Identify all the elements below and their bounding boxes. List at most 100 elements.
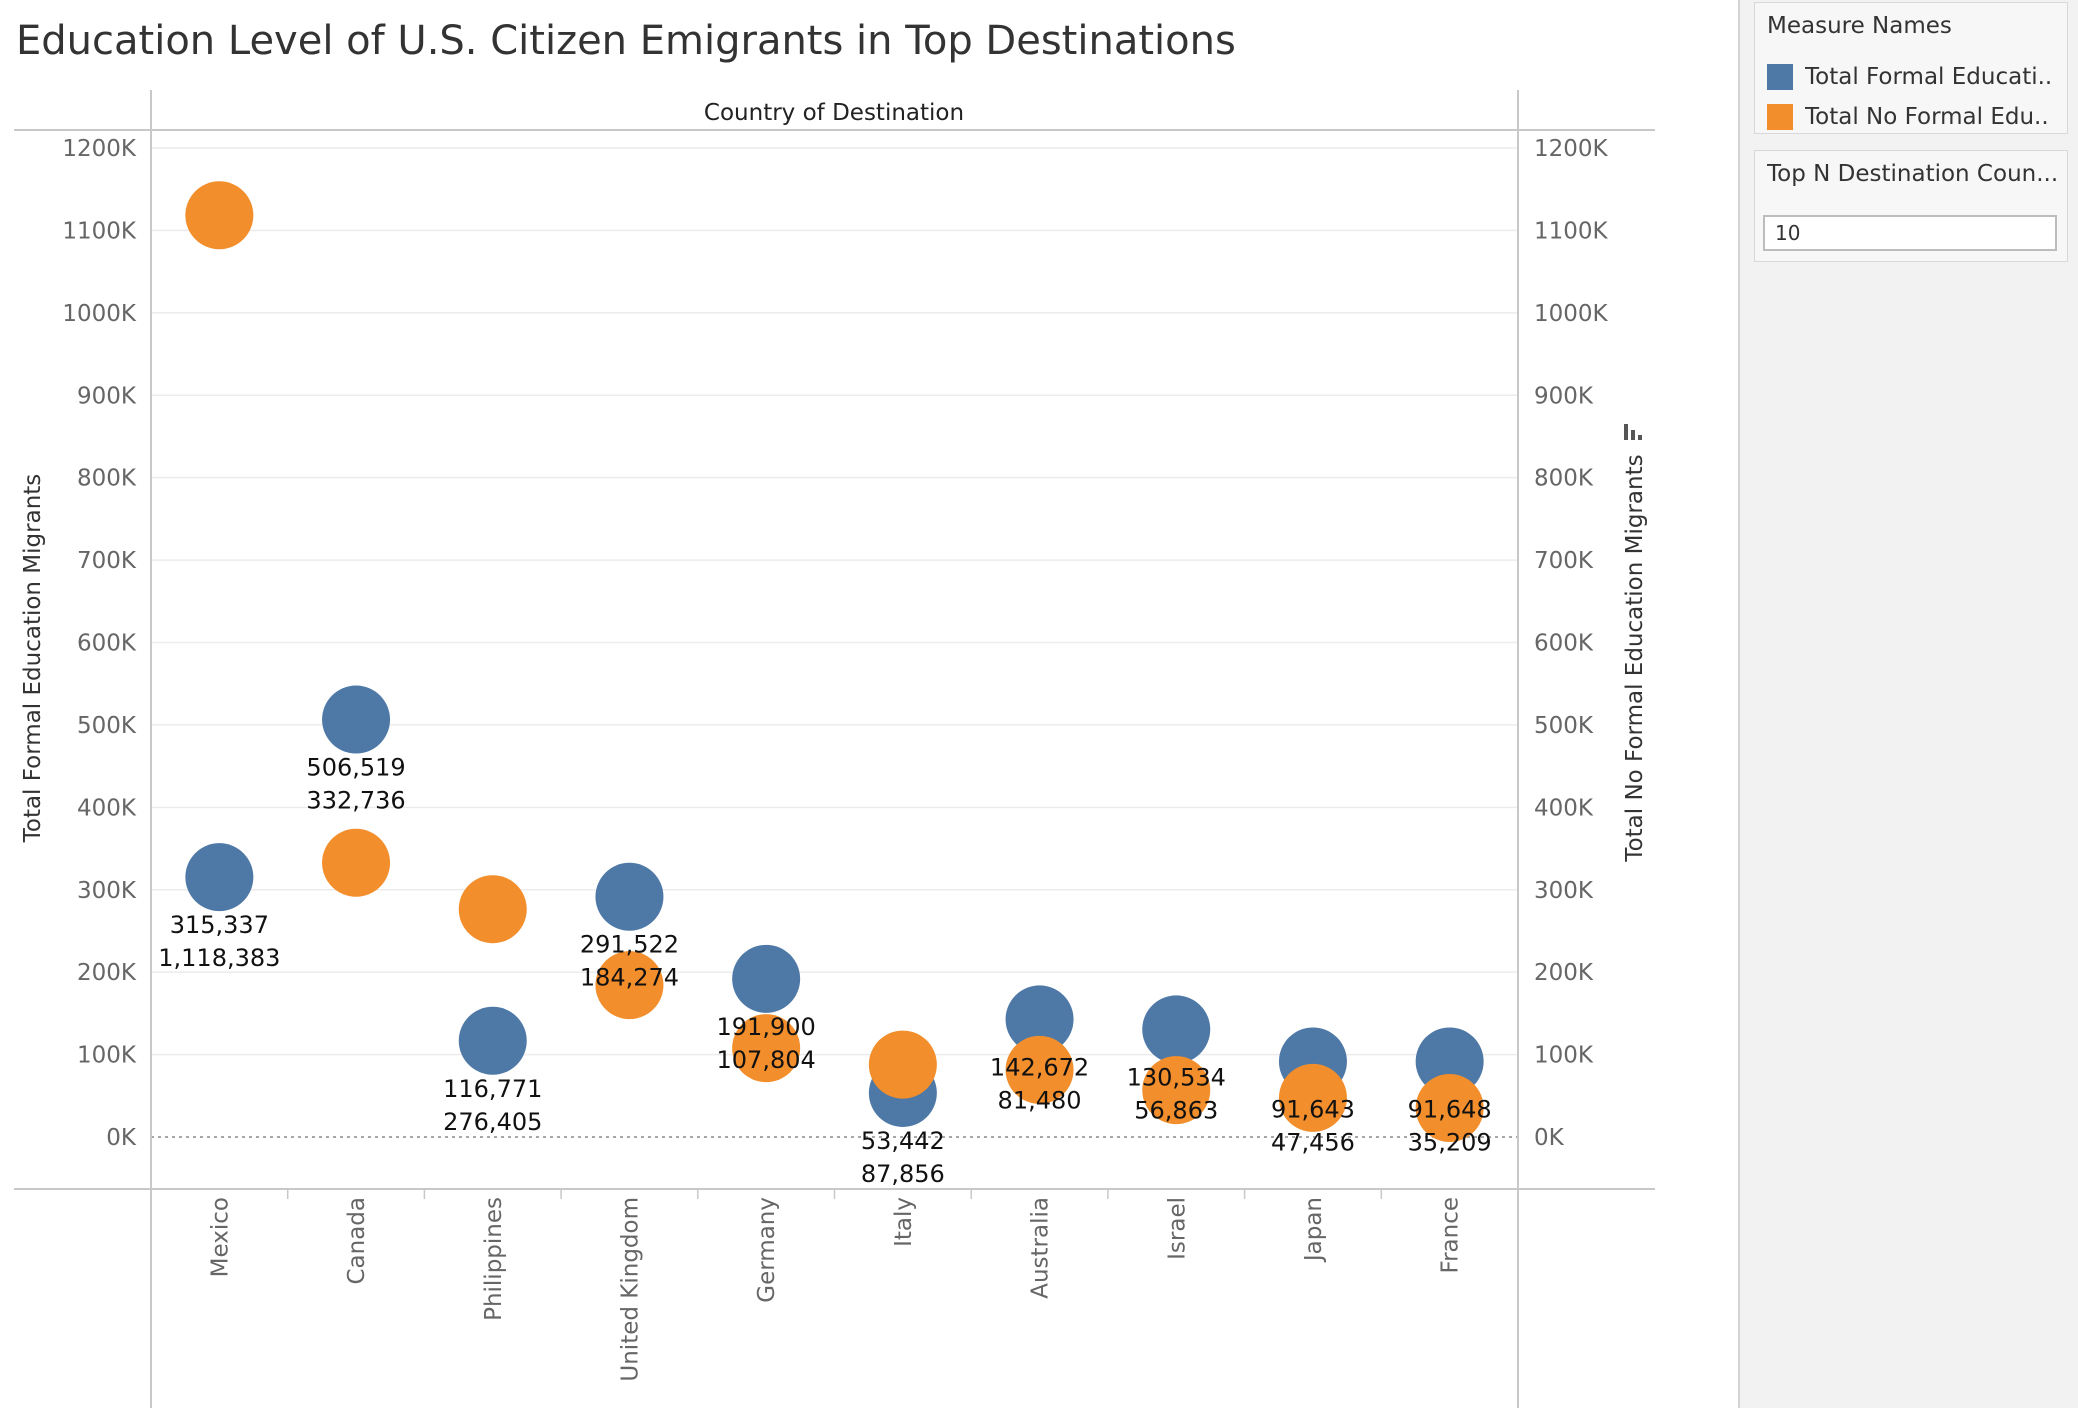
legend-item-formal[interactable]: Total Formal Educati.. [1767, 61, 2063, 91]
chart-frame [14, 90, 1655, 1408]
data-label-formal: 191,900 [717, 1013, 816, 1041]
data-label-formal: 130,534 [1127, 1063, 1226, 1091]
category-labels: Mexico Canada Philippines United Kingdom Ger… [207, 1197, 1463, 1382]
y-tick-label-right: 1100K [1534, 218, 1609, 244]
data-label-formal: 142,672 [990, 1053, 1089, 1081]
top-n-parameter-card: Top N Destination Coun... 10 [1754, 150, 2068, 262]
x-category-label: Philippines [481, 1197, 507, 1321]
data-point-no-formal-education[interactable] [1142, 1056, 1211, 1125]
legend-label-no-formal: Total No Formal Edu.. [1805, 104, 2049, 130]
chart-area: Country of Destination Total Formal Educ… [14, 90, 1655, 1408]
x-category-label: Australia [1028, 1197, 1054, 1299]
y-tick-label-left: 500K [77, 713, 137, 739]
y-tick-label-left: 700K [77, 548, 137, 574]
data-label-no-formal: 87,856 [861, 1160, 945, 1188]
data-label-formal: 291,522 [580, 931, 679, 959]
y-tick-label-right: 200K [1534, 960, 1594, 986]
data-point-no-formal-education[interactable] [868, 1030, 937, 1099]
sort-icon[interactable] [1624, 424, 1642, 440]
x-category-label: Israel [1164, 1197, 1190, 1260]
y-tick-label-right: 700K [1534, 548, 1594, 574]
y-tick-label-left: 1100K [62, 218, 137, 244]
data-point-no-formal-education[interactable] [458, 875, 527, 944]
y-tick-label-left: 0K [106, 1125, 137, 1151]
x-category-label: France [1438, 1197, 1464, 1273]
y-tick-label-left: 200K [77, 960, 137, 986]
y-tick-label-left: 300K [77, 878, 137, 904]
category-dividers [286, 1189, 1383, 1199]
data-point-no-formal-education[interactable] [1005, 1035, 1074, 1104]
x-category-label: Germany [754, 1197, 780, 1303]
y-tick-label-left: 900K [77, 383, 137, 409]
data-point-formal-education[interactable] [1415, 1027, 1484, 1096]
y-axis-left-ticks: 0K 100K 200K 300K 400K 500K 600K 700K 800K 900K 10… [62, 136, 137, 1151]
y-tick-label-right: 900K [1534, 383, 1594, 409]
y-tick-label-left: 800K [77, 466, 137, 492]
data-label-formal: 506,519 [306, 754, 405, 782]
data-label-no-formal: 81,480 [998, 1086, 1082, 1114]
x-category-label: United Kingdom [617, 1197, 643, 1382]
data-label-formal: 315,337 [170, 911, 269, 939]
top-n-parameter-title: Top N Destination Coun... [1767, 161, 2059, 187]
y-tick-label-left: 100K [77, 1043, 137, 1069]
data-point-no-formal-education[interactable] [1415, 1073, 1484, 1142]
data-label-formal: 53,442 [861, 1127, 945, 1155]
data-label-no-formal: 276,405 [443, 1108, 542, 1136]
legend-swatch-formal [1767, 64, 1793, 90]
x-category-label: Italy [891, 1197, 917, 1247]
y-axis-title-left: Total Formal Education Migrants [20, 474, 46, 844]
legend-card: Measure Names Total Formal Educati.. Tot… [1754, 2, 2068, 134]
data-label-no-formal: 332,736 [306, 787, 405, 815]
data-point-formal-education[interactable] [1005, 985, 1074, 1054]
y-tick-label-right: 500K [1534, 713, 1594, 739]
y-tick-label-right: 400K [1534, 795, 1594, 821]
data-label-formal: 91,648 [1408, 1095, 1492, 1123]
y-tick-label-left: 1200K [62, 136, 137, 162]
data-point-formal-education[interactable] [1142, 995, 1211, 1064]
y-tick-label-right: 1200K [1534, 136, 1609, 162]
y-tick-label-right: 300K [1534, 878, 1594, 904]
x-category-label: Japan [1301, 1197, 1327, 1263]
y-tick-label-right: 1000K [1534, 301, 1609, 327]
data-label-formal: 116,771 [443, 1075, 542, 1103]
data-point-no-formal-education[interactable] [732, 1014, 801, 1083]
legend-item-no-formal[interactable]: Total No Formal Edu.. [1767, 101, 2063, 131]
data-point-formal-education[interactable] [185, 843, 254, 912]
legend-title: Measure Names [1767, 13, 1952, 39]
y-tick-label-left: 1000K [62, 301, 137, 327]
data-label-no-formal: 107,804 [717, 1046, 816, 1074]
data-point-formal-education[interactable] [458, 1006, 527, 1075]
y-tick-label-right: 600K [1534, 631, 1594, 657]
data-point-no-formal-education[interactable] [185, 181, 254, 250]
x-category-label: Canada [344, 1197, 370, 1285]
y-tick-label-right: 100K [1534, 1043, 1594, 1069]
chart-title: Education Level of U.S. Citizen Emigrant… [16, 18, 1236, 64]
data-point-formal-education[interactable] [595, 862, 664, 931]
column-header-title: Country of Destination [704, 100, 964, 126]
data-label-no-formal: 56,863 [1134, 1096, 1218, 1124]
y-axis-title-right: Total No Formal Education Migrants [1622, 454, 1648, 862]
top-n-input[interactable]: 10 [1763, 215, 2057, 251]
data-point-formal-education[interactable] [732, 944, 801, 1013]
data-label-formal: 91,643 [1271, 1095, 1355, 1123]
gridlines [151, 147, 1518, 1138]
data-point-no-formal-education[interactable] [595, 951, 664, 1020]
y-axis-right-ticks: 0K 100K 200K 300K 400K 500K 600K 700K 800K 900K 10… [1534, 136, 1609, 1151]
data-point-no-formal-education[interactable] [322, 828, 391, 897]
data-marks [185, 181, 1484, 1142]
data-label-no-formal: 184,274 [580, 964, 679, 992]
y-tick-label-left: 400K [77, 795, 137, 821]
data-point-no-formal-education[interactable] [1278, 1063, 1347, 1132]
side-panel: Measure Names Total Formal Educati.. Tot… [1738, 0, 2078, 1408]
data-label-no-formal: 1,118,383 [158, 944, 280, 972]
legend-swatch-no-formal [1767, 104, 1793, 130]
legend-label-formal: Total Formal Educati.. [1805, 64, 2053, 90]
x-category-label: Mexico [207, 1197, 233, 1277]
data-label-no-formal: 35,209 [1408, 1128, 1492, 1156]
data-point-formal-education[interactable] [322, 685, 391, 754]
data-labels: 315,337 1,118,383 506,519 332,736 116,771 276… [158, 754, 1491, 1188]
y-tick-label-right: 0K [1534, 1125, 1565, 1151]
y-tick-label-left: 600K [77, 631, 137, 657]
y-tick-label-right: 800K [1534, 466, 1594, 492]
data-label-no-formal: 47,456 [1271, 1128, 1355, 1156]
